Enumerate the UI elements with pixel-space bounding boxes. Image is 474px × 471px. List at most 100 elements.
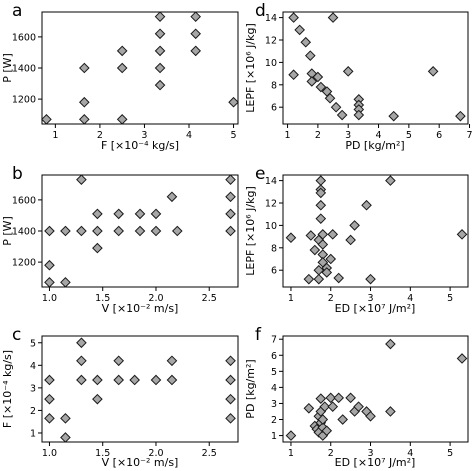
point-f-0 xyxy=(285,430,297,441)
point-f-12 xyxy=(319,401,331,412)
point-c-10 xyxy=(113,374,125,386)
xtick-label-e-3: 4 xyxy=(407,293,413,304)
ytick-label-d-2: 10 xyxy=(265,58,277,69)
ytick-label-c-2: 3 xyxy=(30,383,36,394)
point-a-10 xyxy=(154,28,166,40)
xtick-label-d-6: 7 xyxy=(466,130,472,141)
point-d-13 xyxy=(336,109,348,121)
point-f-16 xyxy=(333,392,345,404)
marks-f xyxy=(285,338,468,441)
point-f-17 xyxy=(337,414,348,425)
panel-letter-d: d xyxy=(255,1,266,21)
xlabel-f: ED [×10⁷ J/m²] xyxy=(335,456,416,469)
marks-a xyxy=(41,11,239,125)
point-e-0 xyxy=(285,232,297,244)
ylabel-e: LEPF [×10⁶ J/kg] xyxy=(244,186,257,276)
point-f-11 xyxy=(317,414,329,425)
ylabel-b: P [W] xyxy=(1,216,14,246)
point-a-12 xyxy=(190,45,201,57)
ytick-label-f-0: 1 xyxy=(271,431,277,442)
xtick-label-d-5: 6 xyxy=(436,130,442,141)
ytick-label-d-4: 14 xyxy=(265,13,277,24)
point-b-0 xyxy=(44,277,55,288)
plot-frame-d xyxy=(282,11,469,125)
point-a-6 xyxy=(116,45,128,57)
ytick-label-e-2: 10 xyxy=(265,221,277,232)
point-e-3 xyxy=(309,244,321,256)
point-d-0 xyxy=(288,12,299,23)
xlabel-e: ED [×10⁷ J/m²] xyxy=(335,302,416,315)
ytick-label-f-6: 7 xyxy=(271,335,277,346)
point-b-15 xyxy=(150,208,162,220)
xtick-label-e-4: 5 xyxy=(447,293,453,304)
point-b-3 xyxy=(60,277,71,288)
point-a-15 xyxy=(228,96,239,108)
point-d-21 xyxy=(455,110,466,122)
point-a-3 xyxy=(79,62,90,74)
point-e-9 xyxy=(315,187,327,199)
xlabel-c: V [×10⁻² m/s] xyxy=(102,456,179,469)
ytick-label-e-0: 6 xyxy=(271,266,277,277)
ytick-label-d-3: 12 xyxy=(265,36,277,47)
point-f-15 xyxy=(327,401,339,412)
xtick-label-e-0: 1 xyxy=(288,293,294,304)
point-a-2 xyxy=(79,96,90,108)
ytick-label-c-3: 4 xyxy=(30,361,36,372)
marks-d xyxy=(288,12,466,122)
panel-letter-e: e xyxy=(255,164,265,184)
point-c-17 xyxy=(225,393,236,405)
ytick-label-f-1: 2 xyxy=(271,415,277,426)
xtick-label-f-1: 2 xyxy=(328,448,334,459)
xtick-label-d-4: 5 xyxy=(406,130,412,141)
point-b-13 xyxy=(134,208,146,220)
point-f-14 xyxy=(325,392,337,404)
point-e-6 xyxy=(313,273,325,285)
point-d-12 xyxy=(327,12,339,23)
ylabel-d: LEPF [×10⁶ J/kg] xyxy=(244,23,257,113)
point-c-12 xyxy=(129,374,140,386)
point-b-4 xyxy=(60,225,71,237)
point-e-25 xyxy=(385,175,396,186)
ticks-c: 1.0 1.5 2.0 2.5 1 2 3 4 5 xyxy=(30,338,217,459)
point-b-17 xyxy=(171,225,183,237)
point-e-18 xyxy=(325,253,337,265)
point-e-21 xyxy=(345,234,356,246)
point-e-22 xyxy=(349,220,360,231)
xtick-label-d-2: 3 xyxy=(345,130,351,141)
xtick-label-c-2: 2.0 xyxy=(148,448,163,459)
point-c-8 xyxy=(92,393,103,405)
xtick-label-b-3: 2.5 xyxy=(202,293,217,304)
point-a-8 xyxy=(154,62,166,74)
ytick-label-f-4: 5 xyxy=(271,367,277,378)
point-c-15 xyxy=(166,355,178,367)
ytick-label-b-0: 1200 xyxy=(12,258,36,269)
point-b-10 xyxy=(113,225,125,237)
plot-frame-f xyxy=(282,335,469,443)
xtick-label-b-2: 2.0 xyxy=(148,293,163,304)
xtick-label-a-2: 3 xyxy=(141,130,147,141)
ytick-label-e-1: 8 xyxy=(271,243,277,254)
point-b-1 xyxy=(44,259,55,271)
point-f-20 xyxy=(353,401,364,412)
point-b-20 xyxy=(225,191,236,203)
plot-frame-a xyxy=(41,11,239,125)
xtick-label-c-0: 1.0 xyxy=(42,448,57,459)
ylabel-a: P [W] xyxy=(1,53,14,83)
point-c-9 xyxy=(92,374,103,386)
ytick-label-a-1: 1400 xyxy=(12,64,36,75)
panel-a: a 1 2 3 4 5 1200 1400 1600 F [×10⁻⁴ kg/s] P [W] xyxy=(1,1,239,152)
point-e-26 xyxy=(456,229,468,240)
xtick-label-f-2: 3 xyxy=(368,448,374,459)
xtick-label-d-0: 1 xyxy=(285,130,291,141)
point-e-11 xyxy=(315,213,327,224)
point-e-12 xyxy=(317,229,329,240)
ytick-label-d-0: 6 xyxy=(271,103,277,114)
point-e-23 xyxy=(361,199,372,211)
point-c-14 xyxy=(166,374,178,386)
xtick-label-b-0: 1.0 xyxy=(42,293,57,304)
ytick-label-f-3: 4 xyxy=(271,383,277,394)
point-c-1 xyxy=(44,393,55,405)
